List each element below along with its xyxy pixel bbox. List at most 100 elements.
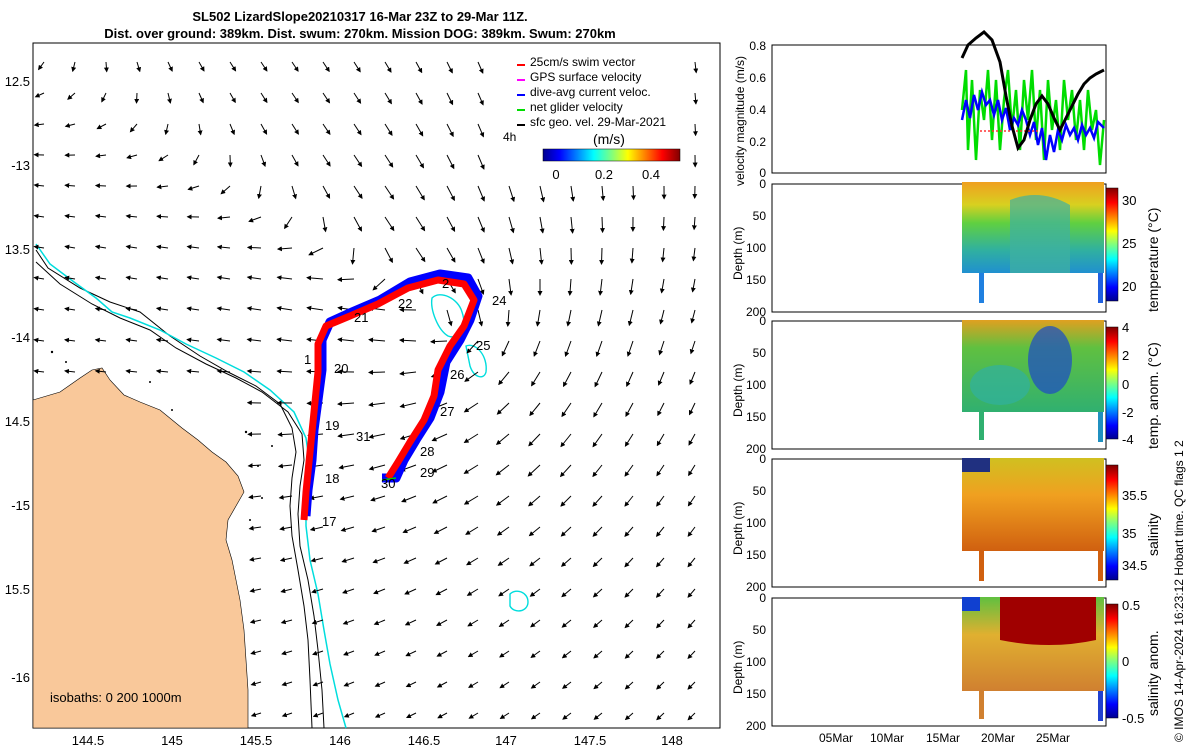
velocity-arrow (529, 402, 541, 417)
date-ticks: 05Mar 10Mar 15Mar 20Mar 25Mar (819, 731, 1070, 745)
velocity-arrow (384, 216, 395, 232)
depth-tick: 100 (746, 241, 766, 255)
depth-axis-labels: Depth (m) Depth (m) Depth (m) Depth (m) (731, 227, 745, 694)
velocity-arrow (186, 275, 200, 281)
velocity-arrow (562, 681, 572, 689)
velocity-arrow (687, 557, 696, 568)
depth-label: Depth (m) (731, 641, 745, 694)
day-label-20: 20 (334, 361, 348, 376)
velocity-arrow (465, 526, 479, 535)
velocity-arrow (592, 495, 603, 507)
velocity-arrow (624, 650, 634, 659)
velocity-arrow (308, 247, 324, 256)
velocity-arrow (593, 681, 603, 690)
day-label-30: 30 (381, 476, 395, 491)
velocity-arrow (229, 92, 236, 104)
lon-tick: 144.5 (72, 733, 105, 748)
velocity-arrow (186, 244, 200, 250)
velocity-arrow (499, 712, 510, 720)
velocity-ylabel: velocity magnitude (m/s) (733, 56, 747, 186)
cbar-label: salinity (1145, 513, 1161, 556)
velocity-arrow (689, 371, 696, 385)
velocity-arrow (353, 123, 362, 136)
depth-tick: 150 (746, 687, 766, 701)
cbar-tick: 35.5 (1122, 488, 1147, 503)
velocity-arrow (624, 557, 634, 568)
velocity-arrow (535, 309, 541, 327)
velocity-arrow (96, 123, 107, 130)
velocity-arrow (657, 402, 665, 417)
velocity-arrow (246, 306, 262, 312)
velocity-arrow (384, 92, 392, 105)
lon-tick: 147.5 (574, 733, 607, 748)
depth-tick: 200 (746, 719, 766, 733)
velocity-arrow (101, 92, 107, 103)
velocity-arrow (655, 650, 665, 659)
day-label-26: 26 (450, 367, 464, 382)
lon-tick: 147 (495, 733, 517, 748)
lon-tick: 145 (161, 733, 183, 748)
velocity-arrow (291, 92, 299, 104)
velocity-arrow (437, 712, 448, 719)
velocity-arrow (198, 92, 204, 104)
velocity-arrow (466, 557, 479, 566)
velocity-arrow (125, 244, 138, 250)
velocity-arrow (342, 619, 355, 625)
velocity-arrow (277, 431, 293, 437)
velocity-arrow (38, 61, 45, 71)
velocity-arrow (594, 371, 603, 388)
velocity-arrow (279, 526, 293, 531)
velocity-arrow (216, 368, 231, 374)
velocity-arrow (531, 371, 541, 387)
colorbar-tick: 0.4 (642, 167, 660, 182)
depth-tick: 200 (746, 580, 766, 594)
velocity-arrow (593, 402, 603, 418)
cbar-tick: 20 (1122, 279, 1136, 294)
velocity-arrow (279, 557, 293, 563)
velocity-arrow (468, 712, 479, 719)
day-label-17: 17 (322, 514, 336, 529)
legend-item: sfc geo. vel. 29-Mar-2021 (530, 115, 666, 129)
day-label-29: 29 (420, 465, 434, 480)
velocity-arrow (312, 650, 324, 656)
cbar-tick: 25 (1122, 236, 1136, 251)
temp-anomaly-panel (771, 320, 1119, 450)
velocity-arrow (277, 463, 293, 469)
depth-tick: 200 (746, 305, 766, 319)
velocity-arrow (280, 619, 293, 625)
velocity-arrow (403, 557, 417, 564)
velocity-arrow (689, 340, 696, 355)
velocity-arrow (659, 278, 665, 294)
track-red (300, 276, 478, 521)
velocity-arrow (655, 526, 665, 537)
velocity-arrow (561, 650, 572, 659)
velocity-arrow (94, 244, 107, 250)
vel-ytick: 0.8 (749, 39, 766, 53)
velocity-arrow (306, 275, 324, 281)
velocity-arrow (434, 557, 448, 565)
velocity-arrow (687, 681, 696, 690)
velocity-arrow (477, 309, 484, 327)
velocity-arrow (281, 712, 293, 718)
velocity-arrow (656, 433, 665, 447)
velocity-arrow (596, 309, 603, 327)
legend-item: GPS surface velocity (530, 70, 641, 84)
velocity-arrow (402, 526, 417, 534)
velocity-arrow (399, 370, 417, 376)
velocity-arrow (374, 712, 386, 718)
velocity-arrow (384, 247, 393, 264)
velocity-arrow (368, 402, 386, 408)
velocity-arrow (193, 154, 200, 166)
velocity-arrow (624, 712, 634, 721)
velocity-arrow (530, 681, 541, 689)
velocity-arrow (229, 123, 235, 136)
velocity-arrow (64, 337, 76, 343)
velocity-arrow (539, 216, 545, 234)
velocity-arrow (508, 185, 516, 203)
velocity-arrow (374, 650, 386, 656)
lat-tick: 12.5 (5, 74, 30, 89)
profile-colorbar-labels: temperature (°C) temp. anom. (°C) salini… (1145, 208, 1161, 716)
velocity-arrow (156, 184, 169, 190)
velocity-arrow (322, 216, 328, 233)
cbar-tick: 30 (1122, 193, 1136, 208)
